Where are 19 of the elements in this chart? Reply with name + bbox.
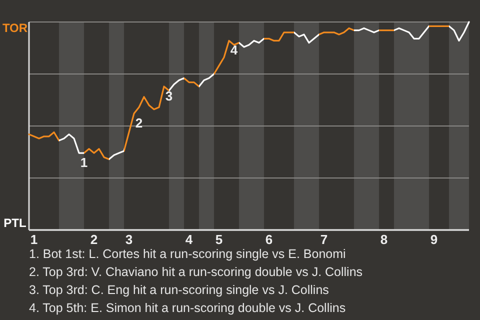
- x-tick-label: 6: [265, 232, 273, 247]
- text: PTL: [4, 216, 26, 230]
- annotation: 4: [230, 42, 238, 58]
- text: TOR: [2, 21, 28, 35]
- x-tick-label: 4: [185, 232, 194, 247]
- x-tick-label: 2: [90, 232, 98, 247]
- x-tick-label: 8: [380, 232, 388, 247]
- text: 1. Bot 1st: L. Cortes hit a run-scoring single vs E. Bonomi: [29, 247, 346, 261]
- x-tick-label: 5: [215, 232, 223, 247]
- x-tick-label: 9: [430, 232, 438, 247]
- x-tick-label: 3: [125, 232, 133, 247]
- text: 2. Top 3rd: V. Chaviano hit a run-scoring double vs J. Collins: [29, 265, 363, 279]
- annotation: 3: [165, 88, 173, 104]
- annotation: 1: [80, 155, 88, 170]
- x-tick-label: 1: [30, 232, 38, 247]
- x-tick-label: 7: [320, 232, 328, 247]
- text: 4. Top 5th: E. Simon hit a run-scoring double vs J. Collins: [29, 301, 346, 315]
- annotation: 2: [135, 116, 143, 131]
- text: 3. Top 3rd: C. Eng hit a run-scoring single vs J. Collins: [29, 283, 329, 297]
